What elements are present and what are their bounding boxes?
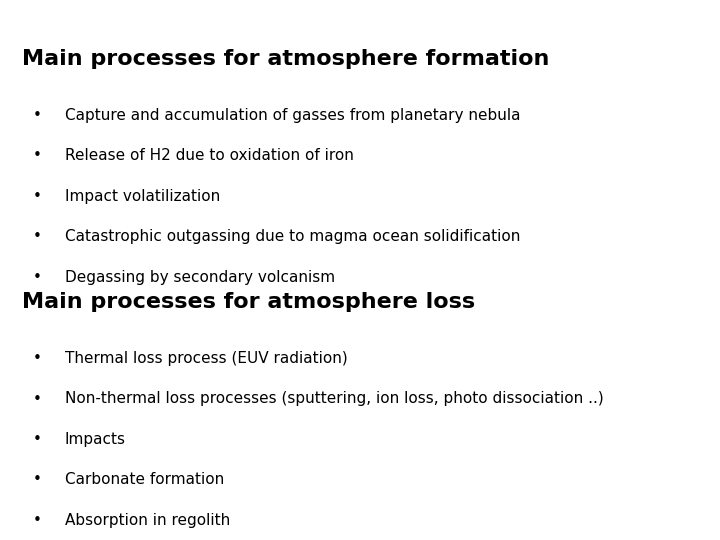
Text: •: • <box>32 432 41 447</box>
Text: Carbonate formation: Carbonate formation <box>65 472 224 488</box>
Text: Degassing by secondary volcanism: Degassing by secondary volcanism <box>65 270 335 285</box>
Text: Absorption in regolith: Absorption in regolith <box>65 513 230 528</box>
Text: Main processes for atmosphere formation: Main processes for atmosphere formation <box>22 49 549 69</box>
Text: Impacts: Impacts <box>65 432 126 447</box>
Text: Release of H2 due to oxidation of iron: Release of H2 due to oxidation of iron <box>65 148 354 164</box>
Text: •: • <box>32 189 41 204</box>
Text: Catastrophic outgassing due to magma ocean solidification: Catastrophic outgassing due to magma oce… <box>65 230 520 245</box>
Text: •: • <box>32 230 41 245</box>
Text: •: • <box>32 148 41 164</box>
Text: Non-thermal loss processes (sputtering, ion loss, photo dissociation ..): Non-thermal loss processes (sputtering, … <box>65 392 603 407</box>
Text: Thermal loss process (EUV radiation): Thermal loss process (EUV radiation) <box>65 351 348 366</box>
Text: •: • <box>32 351 41 366</box>
Text: Main processes for atmosphere loss: Main processes for atmosphere loss <box>22 292 474 312</box>
Text: •: • <box>32 108 41 123</box>
Text: •: • <box>32 392 41 407</box>
Text: Impact volatilization: Impact volatilization <box>65 189 220 204</box>
Text: •: • <box>32 472 41 488</box>
Text: Capture and accumulation of gasses from planetary nebula: Capture and accumulation of gasses from … <box>65 108 521 123</box>
Text: •: • <box>32 270 41 285</box>
Text: •: • <box>32 513 41 528</box>
